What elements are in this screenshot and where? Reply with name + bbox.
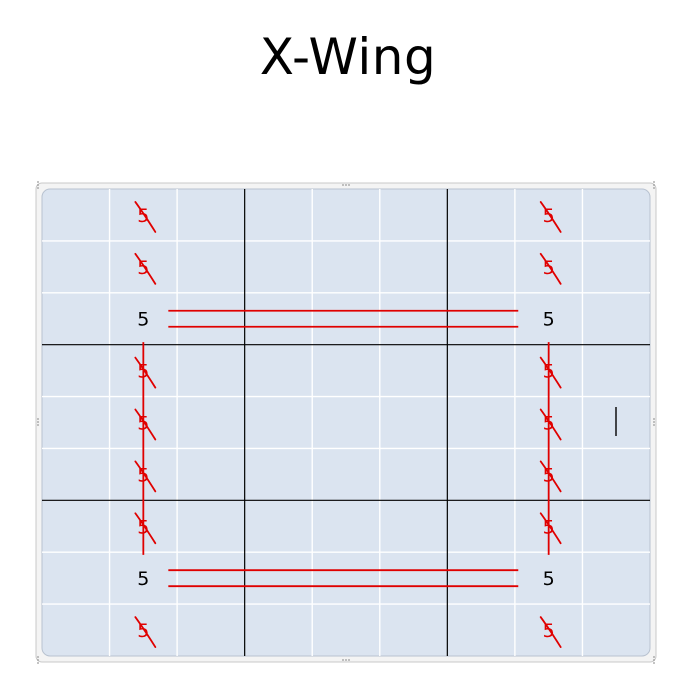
frame-handle-dot [342,184,344,186]
frame-handle-dot [37,418,39,420]
frame-handle-dot [37,662,39,664]
frame-handle-dot [37,656,39,658]
frame-handle-dot [37,184,39,186]
strike-mark [134,512,157,545]
strike-mark [134,201,157,233]
strike-mark [134,616,157,648]
frame-handle-dot [653,184,655,186]
frame-handle-dot [37,659,39,661]
candidate-digit: 5 [543,568,555,590]
frame-handle-dot [653,181,655,183]
frame-handle-dot [37,421,39,423]
marks-layer [134,201,617,648]
board-background [41,188,651,657]
grid-layer [42,189,650,656]
strike-mark [539,512,562,545]
candidate-digit: 5 [137,568,149,590]
frame-handle-dot [37,187,39,189]
frame-handle-dot [348,184,350,186]
frame-handle-dot [653,187,655,189]
frame-handle-dot [653,662,655,664]
frame-layer [35,181,657,664]
frame-handle-dot [653,421,655,423]
frame-handle-dot [345,659,347,661]
frame-handle-dot [653,418,655,420]
strike-mark [539,408,562,441]
frame-handle-dot [348,659,350,661]
candidate-digit: 5 [137,309,149,331]
frame-handle-dot [653,656,655,658]
frame-handle-dot [37,181,39,183]
strike-mark [539,252,562,285]
strike-mark [134,252,157,285]
frame-handle-dot [342,659,344,661]
strike-mark [539,201,562,233]
frame-handle-dot [345,184,347,186]
slide-title: X-Wing [259,28,437,86]
strike-mark [134,356,157,389]
strike-mark [134,408,157,441]
strike-mark [539,460,562,493]
frame-handle-dot [37,424,39,426]
frame-handle-dot [653,659,655,661]
frame-handle-dot [653,424,655,426]
strike-mark [134,460,157,493]
strike-mark [539,356,562,389]
strike-mark [539,616,562,648]
candidate-digit: 5 [543,309,555,331]
